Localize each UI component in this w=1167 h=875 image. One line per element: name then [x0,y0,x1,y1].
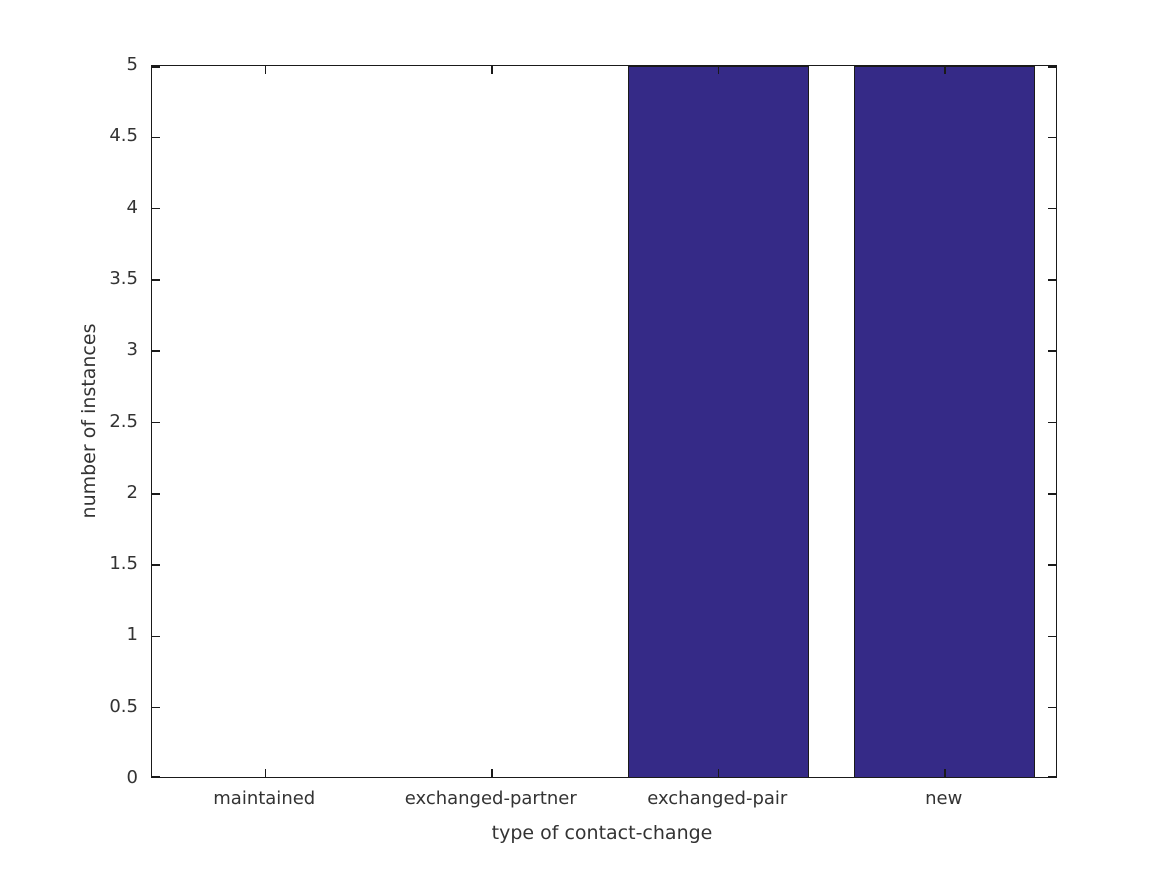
y-tick-right [1048,136,1056,139]
x-category-label-new: new [925,788,963,809]
x-tick-bottom [491,769,493,777]
x-tick-bottom [264,769,266,777]
x-category-label-exchanged-partner: exchanged-partner [404,788,577,809]
y-tick-label: 3.5 [109,267,138,289]
y-tick-right [1048,207,1056,210]
y-tick-left [152,350,160,352]
y-tick-right [1048,421,1056,424]
y-tick-right [1048,564,1056,566]
y-tick-left [152,136,160,139]
y-tick-label: 4.5 [109,125,138,147]
y-axis-label: number of instances [78,323,100,519]
y-tick-left [152,706,160,709]
y-tick-left [152,776,160,778]
y-tick-right [1048,635,1056,638]
y-tick-left [152,493,160,495]
y-tick-right [1048,776,1056,778]
plot-area [151,65,1057,778]
y-tick-left [152,207,160,210]
y-tick-label: 1 [126,624,138,646]
y-tick-label: 0.5 [109,695,138,717]
y-tick-right [1048,66,1056,68]
y-tick-right [1048,493,1056,495]
y-tick-label: 2 [126,481,138,503]
x-category-label-exchanged-pair: exchanged-pair [647,788,788,809]
y-tick-label: 2.5 [109,410,138,432]
x-tick-top [491,66,493,74]
bar-new [854,66,1036,777]
y-tick-left [152,66,160,68]
y-tick-label: 3 [126,339,138,361]
y-tick-right [1048,279,1056,281]
y-tick-left [152,421,160,424]
x-tick-bottom [944,769,946,777]
x-tick-top [264,66,266,74]
y-tick-right [1048,350,1056,352]
x-tick-top [944,66,946,74]
y-tick-left [152,279,160,281]
y-tick-right [1048,706,1056,709]
bar-exchanged-pair [627,66,809,777]
y-tick-label: 5 [126,54,138,75]
y-tick-left [152,564,160,566]
x-tick-top [717,66,719,74]
x-axis-label: type of contact-change [491,822,713,844]
y-tick-label: 0 [126,767,138,788]
x-tick-bottom [717,769,719,777]
y-tick-label: 4 [126,196,138,218]
y-tick-left [152,635,160,638]
x-category-label-maintained: maintained [213,788,316,809]
y-tick-label: 1.5 [109,553,138,575]
